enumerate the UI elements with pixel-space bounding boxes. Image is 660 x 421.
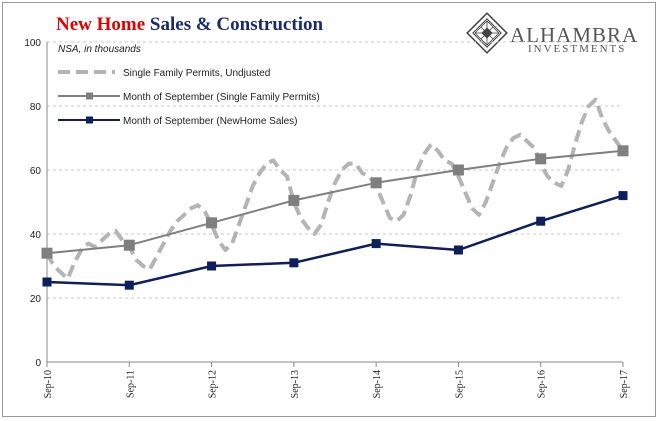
chart-title: New Home Sales & Construction <box>56 14 323 35</box>
series-line-permits-unadjusted <box>45 97 625 281</box>
legend-label: Single Family Permits, Undjusted <box>123 68 270 79</box>
legend-marker <box>86 116 93 124</box>
data-point-marker <box>124 280 134 290</box>
data-point-marker <box>452 164 464 176</box>
y-tick-label: 100 <box>24 38 41 49</box>
x-tick-label: Sep-12 <box>208 370 219 398</box>
y-tick-label: 0 <box>35 358 41 369</box>
data-point-marker <box>123 239 135 251</box>
axes <box>46 42 624 367</box>
y-tick-label: 40 <box>30 230 42 241</box>
x-tick-label: Sep-14 <box>372 370 383 398</box>
x-tick-label: Sep-10 <box>43 370 54 398</box>
title-part-new-home: New Home <box>56 14 145 35</box>
x-tick-label: Sep-13 <box>290 370 301 398</box>
x-tick-label: Sep-15 <box>454 370 465 398</box>
series-line-september-permits <box>46 149 624 255</box>
legend: Single Family Permits, Undjusted Month of… <box>58 68 320 127</box>
logo-name: ALHAMBRA <box>510 23 638 47</box>
x-tick-label: Sep-17 <box>619 370 630 398</box>
data-point-marker <box>41 247 53 259</box>
x-tick-label: Sep-16 <box>537 370 548 398</box>
y-tick-label: 60 <box>30 166 42 177</box>
series-group <box>41 97 629 290</box>
x-tick-labels: Sep-10 Sep-11 Sep-12 Sep-13 Sep-14 Sep-15 Sep-… <box>43 370 630 398</box>
data-point-marker <box>535 153 547 165</box>
chart-frame <box>2 2 656 417</box>
data-point-marker <box>370 177 382 189</box>
y-tick-label: 20 <box>30 294 42 305</box>
legend-label: Month of September (Single Family Permit… <box>123 92 320 103</box>
data-point-marker <box>617 145 629 157</box>
y-tick-labels: 0 20 40 60 80 100 <box>24 38 41 369</box>
data-point-marker <box>288 194 300 206</box>
x-tick-label: Sep-11 <box>125 370 136 398</box>
y-tick-label: 80 <box>30 102 42 113</box>
legend-marker <box>86 92 93 100</box>
data-point-marker <box>453 245 463 255</box>
logo-sub: INVESTMENTS <box>528 43 626 55</box>
data-point-marker <box>206 217 218 229</box>
gridlines <box>47 41 623 299</box>
data-point-marker <box>289 258 299 268</box>
data-point-marker <box>618 191 628 201</box>
diamond-lattice-logo-icon <box>466 12 508 54</box>
data-point-marker <box>371 239 381 249</box>
title-part-sales-construction: Sales & Construction <box>145 14 323 35</box>
data-point-marker <box>536 216 546 226</box>
chart-subtitle: NSA, in thousands <box>58 44 141 55</box>
series-line-september-new-home-sales <box>46 194 624 287</box>
data-point-marker <box>42 277 52 287</box>
data-point-marker <box>207 261 217 271</box>
legend-label: Month of September (NewHome Sales) <box>123 116 298 127</box>
